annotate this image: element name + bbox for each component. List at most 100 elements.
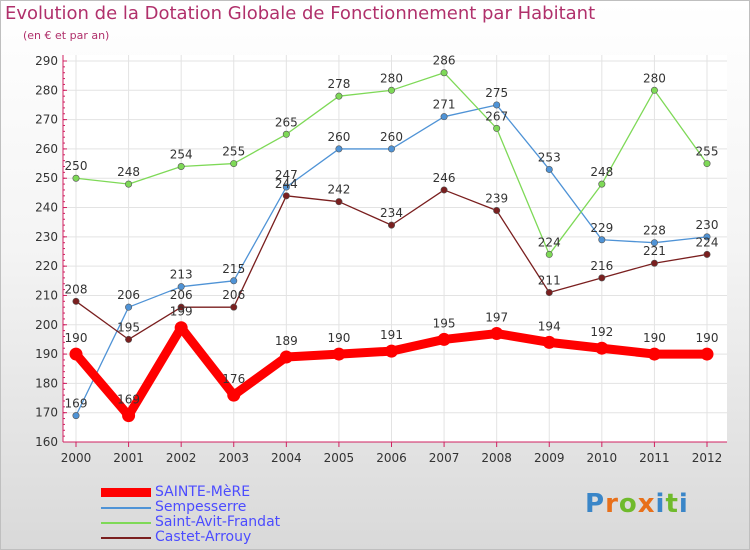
y-tick-label: 270 [35, 113, 58, 127]
data-point [335, 92, 343, 100]
data-label: 229 [590, 221, 613, 235]
data-point [440, 186, 448, 194]
data-label: 265 [275, 115, 298, 129]
x-tick-label: 2003 [218, 451, 249, 465]
data-label: 213 [170, 268, 193, 282]
data-point [125, 180, 133, 188]
y-tick-label: 240 [35, 201, 58, 215]
data-point [282, 183, 290, 191]
data-label: 244 [275, 177, 298, 191]
data-label: 286 [433, 54, 456, 68]
data-point [650, 86, 658, 94]
legend-swatch [101, 521, 151, 524]
data-point [387, 86, 395, 94]
data-point [545, 165, 553, 173]
data-point [125, 303, 133, 311]
y-tick-label: 290 [35, 54, 58, 68]
logo-letter: P [585, 489, 606, 519]
y-tick-label: 210 [35, 288, 58, 302]
logo-letter: i [655, 489, 666, 519]
chart-legend: SAINTE-MèRE Sempesserre Saint-Avit-Frandat… [101, 485, 280, 545]
data-label: 206 [117, 288, 140, 302]
data-label: 255 [222, 145, 245, 159]
legend-swatch [101, 506, 151, 509]
data-point [122, 409, 136, 423]
data-label: 246 [433, 171, 456, 185]
x-tick-label: 2009 [534, 451, 565, 465]
data-label: 192 [590, 325, 613, 339]
data-point [545, 250, 553, 258]
y-tick-label: 190 [35, 347, 58, 361]
logo-letter: t [665, 489, 679, 519]
data-label: 190 [643, 331, 666, 345]
data-point [542, 335, 556, 349]
data-point [703, 233, 711, 241]
data-point [282, 130, 290, 138]
x-tick-label: 2006 [376, 451, 407, 465]
data-point [493, 124, 501, 132]
x-tick-label: 2010 [587, 451, 618, 465]
data-point [598, 236, 606, 244]
data-point [545, 289, 553, 297]
data-point [69, 347, 83, 361]
data-point [230, 277, 238, 285]
data-point [177, 303, 185, 311]
data-point [440, 69, 448, 77]
chart-subtitle: (en € et par an) [23, 29, 110, 42]
data-label: 190 [327, 331, 350, 345]
data-label: 208 [65, 282, 88, 296]
x-tick-label: 2005 [324, 451, 355, 465]
data-label: 176 [222, 372, 245, 386]
data-label: 224 [696, 235, 719, 249]
chart-title: Evolution de la Dotation Globale de Fonc… [5, 3, 596, 24]
data-label: 255 [696, 145, 719, 159]
legend-label: Castet-Arrouy [155, 529, 252, 545]
data-label: 280 [380, 71, 403, 85]
data-label: 224 [538, 235, 561, 249]
y-tick-label: 260 [35, 142, 58, 156]
data-label: 215 [222, 262, 245, 276]
data-label: 260 [380, 130, 403, 144]
legend-label: Sempesserre [155, 499, 247, 515]
legend-item: SAINTE-MèRE [101, 485, 280, 500]
data-point [227, 388, 241, 402]
data-label: 190 [65, 331, 88, 345]
x-tick-label: 2012 [692, 451, 723, 465]
data-point [230, 160, 238, 168]
data-point [387, 221, 395, 229]
data-label: 271 [433, 98, 456, 112]
logo-letter: i [678, 489, 689, 519]
y-tick-label: 280 [35, 83, 58, 97]
data-label: 278 [327, 77, 350, 91]
data-point [177, 163, 185, 171]
data-label: 239 [485, 191, 508, 205]
data-point [650, 239, 658, 247]
data-point [700, 347, 714, 361]
data-label: 254 [170, 148, 193, 162]
data-point [279, 350, 293, 364]
x-tick-label: 2000 [61, 451, 92, 465]
y-tick-label: 200 [35, 318, 58, 332]
x-tick-label: 2002 [166, 451, 197, 465]
data-point [437, 332, 451, 346]
data-point [647, 347, 661, 361]
legend-swatch [101, 536, 151, 539]
y-tick-label: 170 [35, 406, 58, 420]
data-point [230, 303, 238, 311]
y-tick-label: 180 [35, 376, 58, 390]
data-point [440, 113, 448, 121]
legend-label: Saint-Avit-Frandat [155, 514, 281, 530]
data-point [335, 198, 343, 206]
data-label: 280 [643, 71, 666, 85]
data-point [650, 259, 658, 267]
logo-letter: r [605, 489, 619, 519]
x-tick-label: 2001 [113, 451, 144, 465]
x-tick-label: 2007 [429, 451, 460, 465]
data-label: 242 [327, 183, 350, 197]
legend-item: Castet-Arrouy [101, 530, 280, 545]
data-label: 253 [538, 150, 561, 164]
data-point [595, 341, 609, 355]
data-label: 190 [696, 331, 719, 345]
